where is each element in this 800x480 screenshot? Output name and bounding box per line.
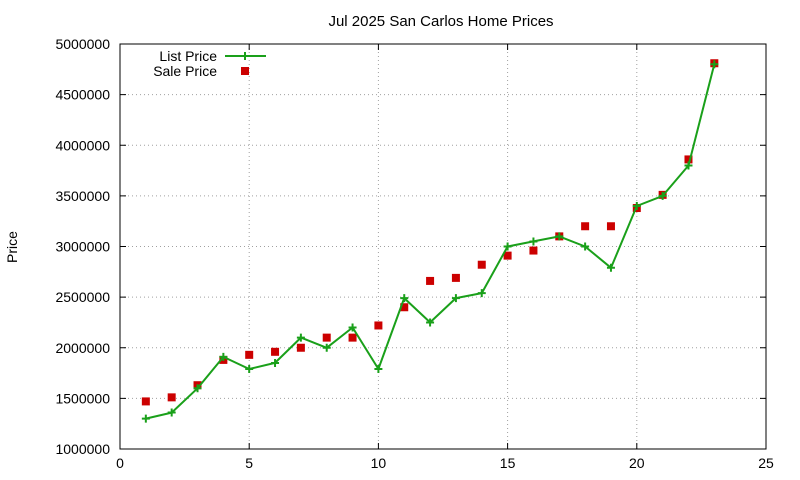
- list-price-point: [426, 318, 435, 327]
- y-tick-label: 3500000: [55, 188, 110, 204]
- sale-price-point: [400, 303, 409, 312]
- y-tick-label: 4000000: [55, 137, 110, 153]
- sale-price-point: [374, 321, 383, 330]
- list-price-point: [503, 242, 512, 251]
- plot-frame: [119, 43, 767, 450]
- sale-price-point: [426, 276, 435, 285]
- x-tick-label: 15: [500, 455, 516, 471]
- list-price-point: [348, 323, 357, 332]
- sale-price-point: [529, 246, 538, 255]
- legend-swatches: [225, 52, 266, 75]
- list-price-point: [322, 343, 331, 352]
- x-tick-label: 5: [245, 455, 253, 471]
- sale-price-point: [296, 343, 305, 352]
- legend-label-sale-price: Sale Price: [153, 63, 217, 79]
- list-price-point: [451, 294, 460, 303]
- list-price-point: [271, 358, 280, 367]
- list-price-point: [296, 333, 305, 342]
- list-price-point: [141, 414, 150, 423]
- y-tick-label: 3000000: [55, 239, 110, 255]
- y-tick-label: 5000000: [55, 36, 110, 52]
- y-tick-label: 2500000: [55, 289, 110, 305]
- legend-swatch-sale-price: [241, 67, 249, 75]
- y-tick-label: 1000000: [55, 441, 110, 457]
- list-price-point: [477, 289, 486, 298]
- list-price-point: [400, 294, 409, 303]
- list-price-point: [245, 365, 254, 374]
- list-price-point: [529, 237, 538, 246]
- sale-price-point: [167, 393, 176, 402]
- sale-price-point: [451, 273, 460, 282]
- axis-ticks: 0 5 10 15 20 25 1000000 1500000 2000000 2500000 30…: [55, 36, 774, 471]
- sale-price-point: [322, 333, 331, 342]
- x-tick-label: 25: [758, 455, 774, 471]
- y-axis-label: Price: [4, 231, 20, 263]
- sale-price-point: [271, 347, 280, 356]
- list-price-point: [684, 161, 693, 170]
- sale-price-point: [581, 222, 590, 231]
- y-tick-label: 2000000: [55, 340, 110, 356]
- x-tick-label: 10: [371, 455, 387, 471]
- list-price-point: [658, 191, 667, 200]
- y-tick-label: 1500000: [55, 390, 110, 406]
- list-price-point: [167, 408, 176, 417]
- list-price-point: [581, 242, 590, 251]
- list-price-point: [374, 365, 383, 374]
- sale-price-point: [684, 155, 693, 164]
- sale-price-point: [503, 251, 512, 260]
- y-tick-label: 4500000: [55, 87, 110, 103]
- chart-title: Jul 2025 San Carlos Home Prices: [328, 13, 553, 30]
- legend-marker-list-price: [241, 52, 249, 60]
- sale-price-point: [245, 350, 254, 359]
- sale-price-point: [348, 333, 357, 342]
- list-price-point: [606, 263, 615, 272]
- list-price-point: [632, 202, 641, 210]
- legend: List Price Sale Price: [153, 48, 266, 79]
- list-price-point: [555, 232, 564, 241]
- sale-price-point: [606, 222, 615, 231]
- x-tick-label: 20: [629, 455, 645, 471]
- list-price-point: [710, 60, 719, 69]
- sale-price-point: [477, 260, 486, 269]
- list-price-point: [219, 352, 228, 361]
- plot-series: [141, 59, 719, 423]
- x-tick-label: 0: [116, 455, 124, 471]
- sale-price-point: [141, 397, 150, 406]
- list-price-point: [193, 384, 202, 393]
- legend-label-list-price: List Price: [159, 48, 217, 64]
